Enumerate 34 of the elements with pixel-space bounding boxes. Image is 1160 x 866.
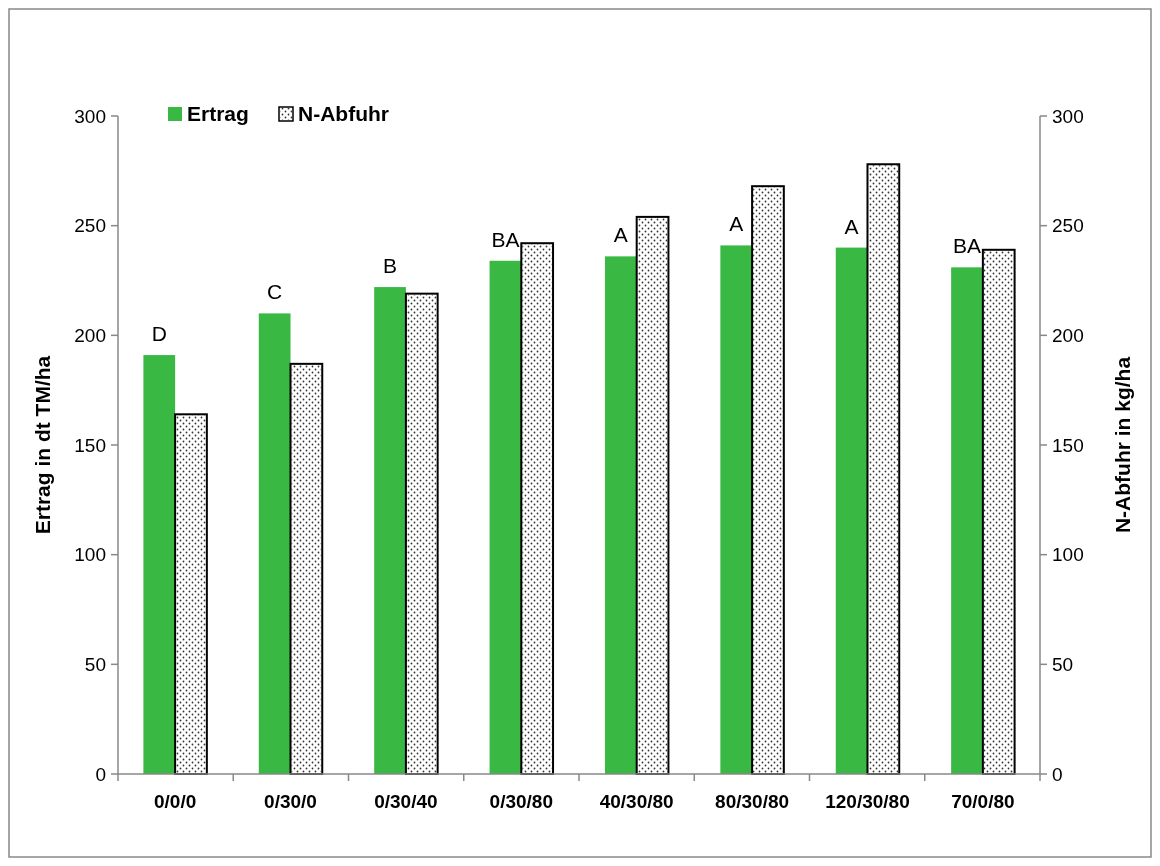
annotation: B xyxy=(383,254,398,278)
annotation: A xyxy=(729,212,744,236)
y2-axis-title: N-Abfuhr in kg/ha xyxy=(1111,356,1134,534)
x-tick-label: 0/0/0 xyxy=(153,791,197,812)
annotation: BA xyxy=(953,234,982,258)
y2-tick-label: 0 xyxy=(1052,763,1063,785)
legend-label: N-Abfuhr xyxy=(298,102,389,126)
y-tick-label: 300 xyxy=(74,105,106,127)
y2-tick-label: 200 xyxy=(1052,324,1084,346)
y-tick-label: 0 xyxy=(95,763,106,785)
y-tick-label: 250 xyxy=(74,215,106,237)
annotation: A xyxy=(613,223,628,247)
y2-tick-label: 250 xyxy=(1052,215,1084,237)
legend-label: Ertrag xyxy=(187,102,249,126)
annotation: D xyxy=(151,322,167,346)
annotation: A xyxy=(844,214,859,238)
y-tick-label: 100 xyxy=(74,544,106,566)
x-tick-label: 80/30/80 xyxy=(715,791,790,812)
annotation: BA xyxy=(491,227,520,251)
x-tick-label: 120/30/80 xyxy=(825,791,910,812)
y-tick-label: 200 xyxy=(74,324,106,346)
y-tick-label: 150 xyxy=(74,434,106,456)
y2-tick-label: 100 xyxy=(1052,544,1084,566)
x-tick-label: 0/30/80 xyxy=(489,791,554,812)
x-tick-label: 70/0/80 xyxy=(951,791,1015,812)
y2-tick-label: 300 xyxy=(1052,105,1084,127)
annotation: C xyxy=(267,280,283,304)
x-tick-label: 40/30/80 xyxy=(599,791,674,812)
y-tick-label: 50 xyxy=(84,653,106,675)
y-axis-title: Ertrag in dt TM/ha xyxy=(31,355,54,535)
y2-tick-label: 150 xyxy=(1052,434,1084,456)
x-tick-label: 0/30/0 xyxy=(264,791,317,812)
x-tick-label: 0/30/40 xyxy=(374,791,438,812)
y2-tick-label: 50 xyxy=(1052,653,1074,675)
